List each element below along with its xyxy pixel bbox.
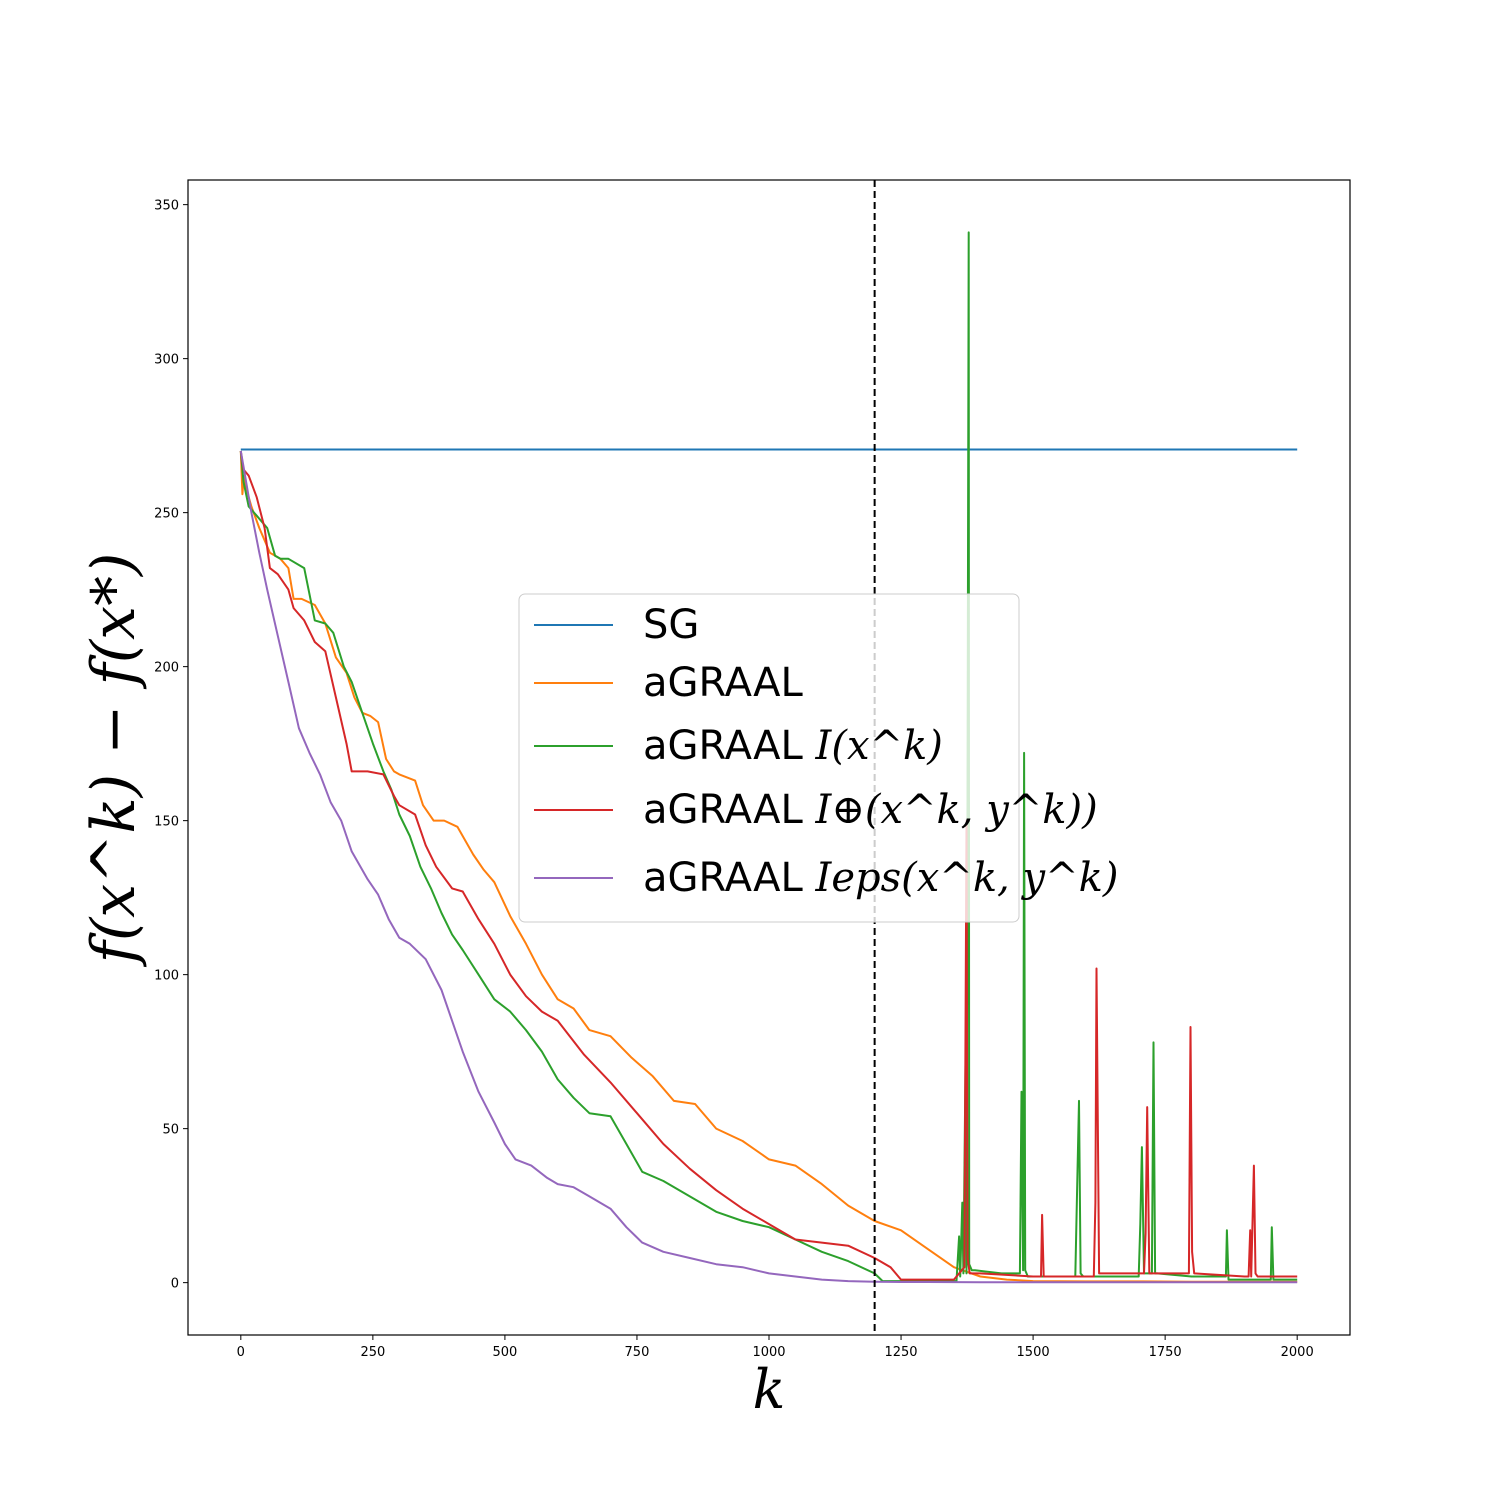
y-axis: 0 50 100 150 200 250 300 350: [154, 199, 188, 1292]
series-line-4: [239, 450, 1298, 1284]
x-tick-label: 1250: [884, 1345, 917, 1360]
y-tick-label: 300: [154, 353, 179, 368]
legend-box: [518, 593, 1020, 923]
y-axis-label: f(x^k) − f(x*): [79, 553, 149, 968]
legend-label-3: aGRAAL I⊕(x^k, y^k)): [643, 787, 1098, 833]
legend-label-4: aGRAAL Ieps(x^k, y^k): [643, 855, 1118, 901]
x-tick-label: 1500: [1017, 1345, 1050, 1360]
legend-label-1: aGRAAL: [643, 660, 804, 706]
x-tick-label: 750: [625, 1345, 650, 1360]
x-tick-label: 2000: [1281, 1345, 1314, 1360]
legend-items: SG aGRAAL aGRAAL I(x^k) aGRAAL I⊕(x^k, y^k)…: [534, 602, 1118, 901]
x-axis: 0 250 500 750 1000 1250 1500 1750 2000: [237, 1335, 1314, 1360]
x-tick-label: 1000: [752, 1345, 785, 1360]
series-line-1: [239, 450, 1298, 1283]
x-tick-label: 250: [360, 1345, 385, 1360]
y-tick-label: 250: [154, 507, 179, 522]
y-tick-label: 100: [154, 969, 179, 984]
legend: SG aGRAAL aGRAAL I(x^k) aGRAAL I⊕(x^k, y^k)…: [518, 593, 1118, 923]
y-tick-label: 0: [171, 1277, 179, 1292]
x-tick-label: 0: [237, 1345, 245, 1360]
x-tick-label: 500: [492, 1345, 517, 1360]
series-layer: [239, 231, 1298, 1284]
series-line-3: [239, 450, 1298, 1281]
x-tick-label: 1750: [1149, 1345, 1182, 1360]
legend-label-2: aGRAAL I(x^k): [643, 723, 943, 769]
legend-label-0: SG: [643, 602, 699, 648]
y-tick-label: 50: [162, 1123, 179, 1138]
y-tick-label: 200: [154, 661, 179, 676]
series-line-2: [239, 231, 1298, 1283]
x-axis-label: k: [753, 1358, 786, 1421]
y-tick-label: 350: [154, 199, 179, 214]
y-tick-label: 150: [154, 815, 179, 830]
